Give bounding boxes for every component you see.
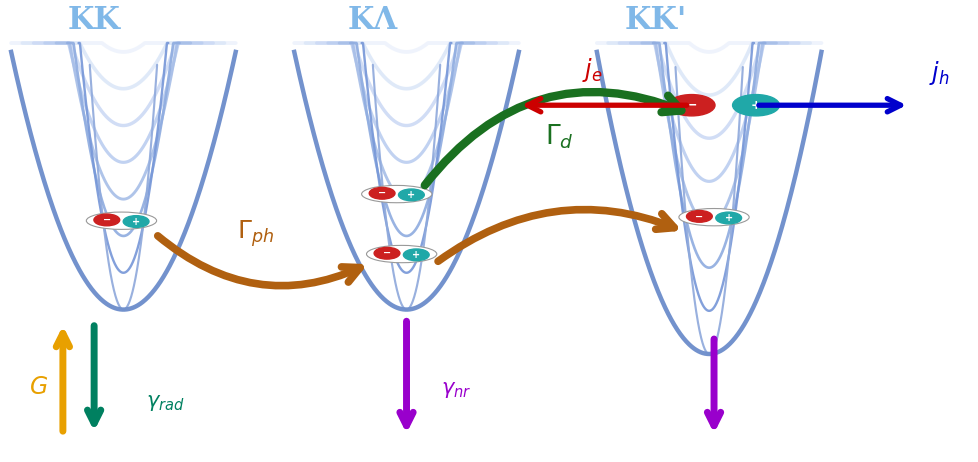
Text: $\gamma_{rad}$: $\gamma_{rad}$ (146, 393, 184, 413)
Text: −: − (378, 188, 385, 198)
Text: $\Gamma_d$: $\Gamma_d$ (545, 122, 573, 151)
Ellipse shape (361, 185, 431, 203)
Text: −: − (382, 248, 390, 258)
Circle shape (667, 95, 714, 116)
Text: KK: KK (67, 6, 120, 36)
Text: −: − (103, 215, 111, 225)
Circle shape (686, 211, 712, 222)
Text: +: + (132, 217, 140, 226)
Circle shape (403, 249, 428, 261)
Text: $j_h$: $j_h$ (928, 60, 949, 87)
Text: KK': KK' (624, 6, 686, 36)
Circle shape (369, 188, 394, 199)
Text: +: + (750, 99, 761, 112)
Text: $\Gamma_{ph}$: $\Gamma_{ph}$ (237, 219, 274, 249)
Text: +: + (412, 250, 420, 260)
Circle shape (94, 214, 119, 226)
Circle shape (715, 212, 740, 224)
Text: $j_e$: $j_e$ (581, 56, 601, 84)
Text: $\gamma_{nr}$: $\gamma_{nr}$ (440, 380, 470, 400)
Ellipse shape (366, 245, 436, 263)
Ellipse shape (678, 208, 748, 226)
Text: +: + (407, 190, 415, 200)
Circle shape (732, 95, 778, 116)
Text: −: − (686, 99, 696, 112)
Ellipse shape (86, 212, 156, 230)
Circle shape (123, 216, 149, 227)
Circle shape (398, 189, 423, 201)
Circle shape (374, 247, 399, 259)
Text: +: + (724, 213, 732, 223)
Text: $G$: $G$ (29, 375, 48, 399)
Text: −: − (694, 212, 703, 221)
Text: KΛ: KΛ (347, 6, 397, 36)
